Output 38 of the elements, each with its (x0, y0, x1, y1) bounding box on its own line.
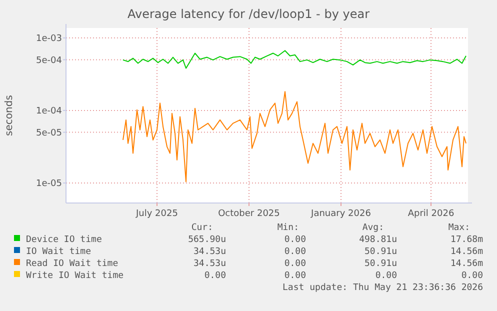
text: 14.56m (450, 247, 483, 257)
text: 0.00 (284, 271, 306, 281)
legend-label: Read IO Wait time (26, 259, 118, 269)
text: Max: (448, 223, 470, 233)
text: 14.56m (450, 259, 483, 269)
text: 565.90u (188, 235, 226, 245)
text: 50.91u (364, 247, 397, 257)
x-tick-label: July 2025 (135, 209, 178, 219)
text: Avg: (362, 223, 384, 233)
text: Min: (277, 223, 299, 233)
chart-title: Average latency for /dev/loop1 - by year (127, 7, 370, 21)
text: 0.00 (375, 271, 397, 281)
y-axis-title: seconds (4, 95, 15, 136)
text: 0.00 (461, 271, 483, 281)
text: Cur: (191, 223, 213, 233)
text: 498.81u (359, 235, 397, 245)
text: 0.00 (204, 271, 226, 281)
x-tick-label: January 2026 (310, 209, 372, 219)
text: 0.00 (284, 235, 306, 245)
text: 17.68m (450, 235, 483, 245)
x-tick-label: October 2025 (218, 209, 280, 219)
legend-label: Device IO time (26, 235, 102, 245)
y-tick-label: 1e-03 (36, 34, 62, 44)
y-tick-label: 1e-05 (36, 179, 62, 190)
text: 34.53u (193, 247, 226, 257)
legend-label: Write IO Wait time (26, 271, 124, 281)
y-tick-label: 5e-05 (36, 128, 62, 138)
line-series (122, 50, 466, 69)
x-tick-label: April 2026 (408, 209, 454, 219)
y-tick-label: 5e-04 (36, 56, 62, 66)
text: 34.53u (193, 259, 226, 269)
text: 0.00 (284, 247, 306, 257)
y-tick-label: 1e-04 (36, 106, 62, 117)
text: Last update: Thu May 21 23:36:36 2026 (282, 283, 483, 293)
text: 50.91u (364, 259, 397, 269)
legend-label: IO Wait time (26, 247, 92, 257)
line-series (122, 91, 466, 182)
text: 0.00 (284, 259, 306, 269)
